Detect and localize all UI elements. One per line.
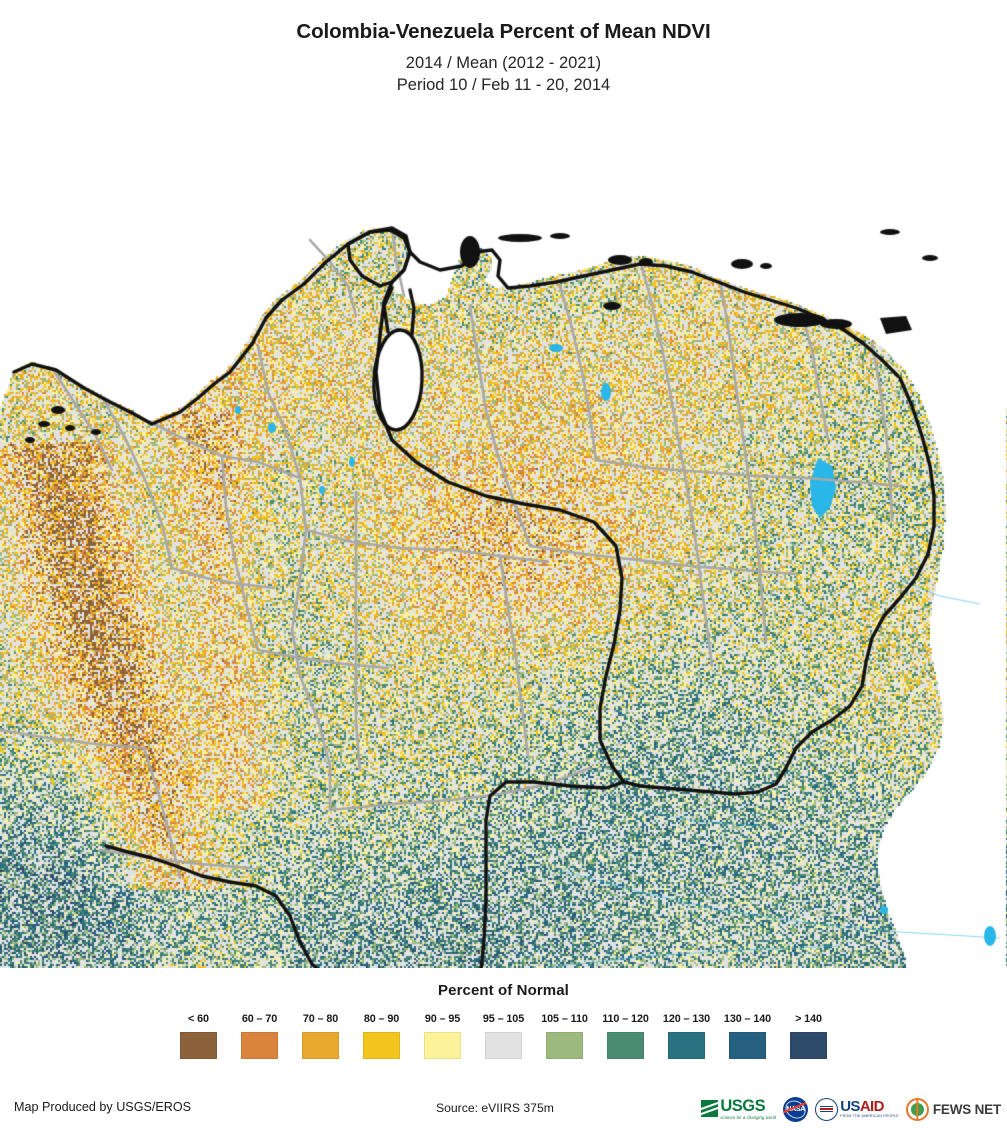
legend-item-swatch (241, 1032, 278, 1059)
usaid-logo-word: USAID (840, 1099, 899, 1114)
legend-item-label: < 60 (188, 1013, 209, 1025)
legend-item: 90 – 95 (412, 1013, 473, 1059)
footer-logos: USGS science for a changing world NASA U… (701, 1093, 1001, 1125)
legend-item-swatch (302, 1032, 339, 1059)
legend-item-swatch (363, 1032, 400, 1059)
legend-item-swatch (424, 1032, 461, 1059)
legend-items: < 60 60 – 70 70 – 80 80 – 90 90 – 95 95 – 105… (0, 1013, 1007, 1059)
legend-item-label: > 140 (795, 1013, 822, 1025)
legend-item-swatch (485, 1032, 522, 1059)
page-title: Colombia-Venezuela Percent of Mean NDVI (296, 20, 711, 43)
legend-item-swatch (180, 1032, 217, 1059)
ndvi-raster-map[interactable] (0, 110, 1007, 968)
usgs-wave-icon (701, 1100, 719, 1118)
legend-item-label: 90 – 95 (424, 1013, 461, 1025)
map-subtitle: 2014 / Mean (2012 - 2021) Period 10 / Fe… (0, 44, 1007, 97)
nasa-logo[interactable]: NASA (783, 1096, 809, 1122)
usgs-logo-word: USGS (720, 1097, 766, 1116)
legend-item-swatch (546, 1032, 583, 1059)
footer: Map Produced by USGS/EROS Source: eVIIRS… (0, 1090, 1007, 1128)
globe-icon (905, 1097, 929, 1121)
legend-item-label: 60 – 70 (241, 1013, 278, 1025)
legend-item: 130 – 140 (717, 1013, 778, 1059)
legend-item-label: 70 – 80 (302, 1013, 339, 1025)
map-source-text: Source: eVIIRS 375m (436, 1101, 554, 1115)
title-block: Colombia-Venezuela Percent of Mean NDVI … (0, 0, 1007, 96)
usaid-logo[interactable]: USAID FROM THE AMERICAN PEOPLE (815, 1097, 899, 1121)
legend-item: 70 – 80 (290, 1013, 351, 1059)
legend-item: 105 – 110 (534, 1013, 595, 1059)
map-producer-text: Map Produced by USGS/EROS (14, 1100, 192, 1114)
legend-item-label: 105 – 110 (541, 1013, 588, 1025)
legend-item-label: 95 – 105 (482, 1013, 525, 1025)
legend-item-swatch (729, 1032, 766, 1059)
legend-item: 110 – 120 (595, 1013, 656, 1059)
legend-item: 60 – 70 (229, 1013, 290, 1059)
usgs-logo[interactable]: USGS science for a changing world (701, 1098, 776, 1120)
subtitle-period-mean: 2014 / Mean (2012 - 2021) (405, 53, 602, 72)
usaid-word-us: US (840, 1098, 860, 1116)
subtitle-period-dates: Period 10 / Feb 11 - 20, 2014 (396, 75, 611, 94)
legend-item-swatch (607, 1032, 644, 1059)
legend-item: 120 – 130 (656, 1013, 717, 1059)
legend-item-swatch (790, 1032, 827, 1059)
legend-item: > 140 (778, 1013, 839, 1059)
legend-item-label: 130 – 140 (723, 1013, 772, 1025)
fews-net-logo[interactable]: FEWS NET (905, 1097, 1001, 1121)
legend-item: < 60 (168, 1013, 229, 1059)
usaid-seal-icon (815, 1097, 839, 1121)
map-area[interactable] (0, 110, 1007, 968)
legend-item-label: 110 – 120 (602, 1013, 649, 1025)
usgs-logo-tagline: science for a changing world (720, 1114, 777, 1120)
legend-item-label: 120 – 130 (662, 1013, 711, 1025)
legend-title: Percent of Normal (438, 982, 569, 999)
legend-item: 80 – 90 (351, 1013, 412, 1059)
legend-item: 95 – 105 (473, 1013, 534, 1059)
nasa-logo-word: NASA (786, 1105, 805, 1113)
fews-net-logo-word: FEWS NET (932, 1101, 1001, 1117)
legend-item-swatch (668, 1032, 705, 1059)
legend: Percent of Normal < 60 60 – 70 70 – 80 80 –… (0, 982, 1007, 1059)
usaid-word-aid: AID (859, 1098, 885, 1116)
usaid-logo-tagline: FROM THE AMERICAN PEOPLE (840, 1114, 899, 1119)
legend-item-label: 80 – 90 (363, 1013, 400, 1025)
